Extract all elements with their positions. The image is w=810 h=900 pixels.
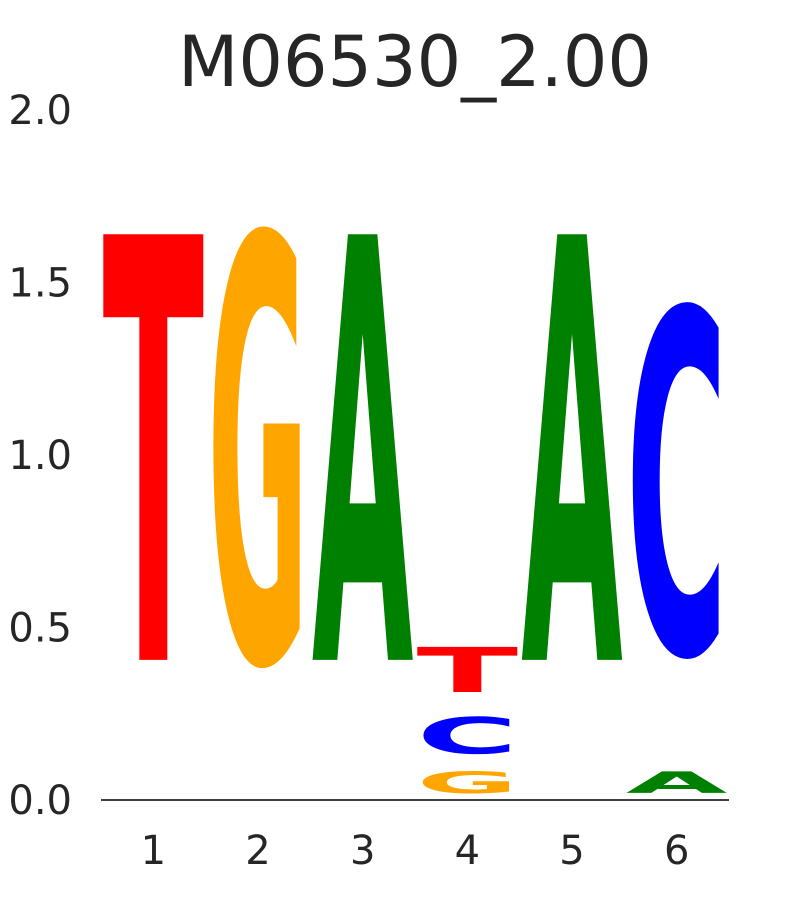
x-tick-label: 2 <box>245 828 270 874</box>
logo-letter-a: A <box>521 118 623 798</box>
logo-letter-t: T <box>103 120 205 798</box>
logo-letter-t: T <box>417 634 519 706</box>
x-tick-label: 1 <box>141 828 166 874</box>
x-axis: 1 2 3 4 5 6 <box>141 828 690 874</box>
y-tick-label: 2.0 <box>8 88 72 134</box>
logo-letter-c: C <box>626 214 728 764</box>
x-tick-label: 6 <box>664 828 689 874</box>
y-tick-label: 0.5 <box>8 606 72 652</box>
logo-letters: T G A GCT A AC <box>103 118 728 801</box>
x-tick-label: 5 <box>559 828 584 874</box>
y-tick-label: 1.0 <box>8 433 72 479</box>
x-tick-label: 4 <box>455 828 480 874</box>
x-tick-label: 3 <box>350 828 375 874</box>
logo-letter-a: A <box>626 766 728 800</box>
y-tick-label: 1.5 <box>8 261 72 307</box>
logo-letter-a: A <box>312 118 414 798</box>
y-tick-label: 0.0 <box>8 778 72 824</box>
logo-letter-g: G <box>417 766 519 800</box>
y-axis: 0.0 0.5 1.0 1.5 2.0 <box>8 88 72 824</box>
chart-title: M06530_2.00 <box>178 21 652 103</box>
logo-letter-c: C <box>417 707 519 766</box>
logo-letter-g: G <box>207 118 309 799</box>
